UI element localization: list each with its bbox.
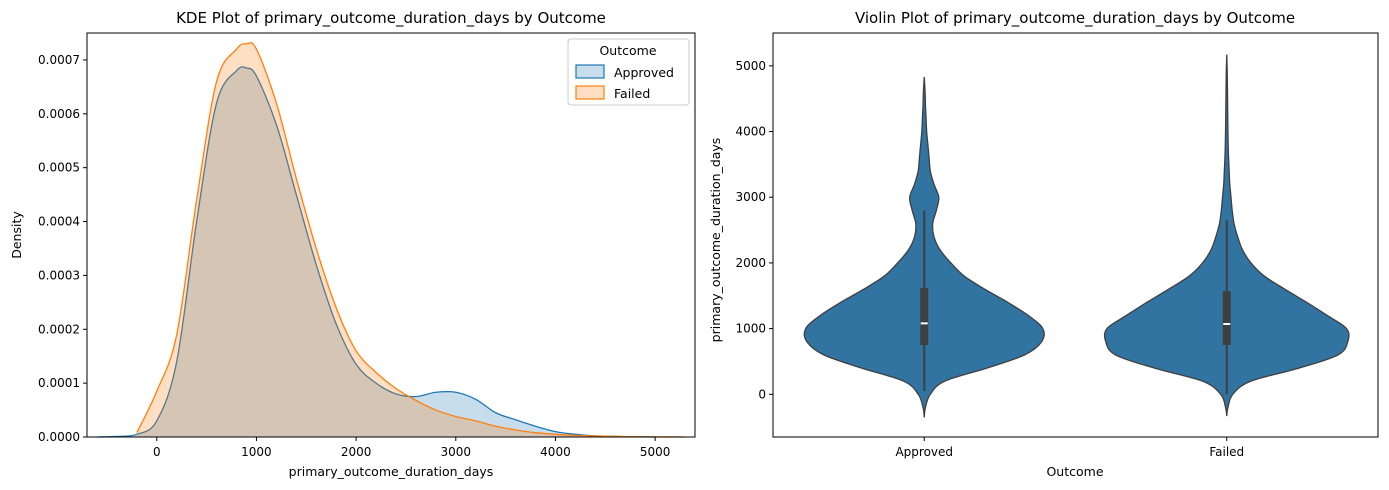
kde-line-failed [136, 42, 686, 438]
kde-y-ticks: 0.0000 0.0001 0.0002 0.0003 0.0004 0.0005 0.00… [38, 53, 87, 444]
violin-y-tick-label: 1000 [735, 322, 766, 336]
legend-swatch-failed [575, 85, 605, 100]
kde-y-tick-label: 0.0005 [38, 161, 80, 175]
violin-bodies [803, 54, 1350, 418]
kde-area-approved [96, 66, 656, 438]
legend-label-approved: Approved [614, 65, 674, 80]
violin-x-ticks: Approved Failed [895, 437, 1244, 459]
violin-axes-frame [772, 32, 1379, 438]
kde-x-tick-label: 3000 [441, 445, 472, 459]
kde-y-tick-label: 0.0004 [38, 215, 80, 229]
violin-y-tick-label: 5000 [735, 59, 766, 73]
violin-plot: Violin Plot of primary_outcome_duration_… [708, 9, 1379, 479]
kde-x-axis-label: primary_outcome_duration_days [289, 464, 494, 479]
violin-y-tick-label: 2000 [735, 256, 766, 270]
kde-x-tick-label: 0 [153, 445, 161, 459]
kde-axes-frame [86, 32, 696, 438]
kde-areas [96, 42, 686, 438]
violin-y-tick-label: 3000 [735, 190, 766, 204]
violin-y-tick-label: 0 [758, 387, 766, 401]
violin-x-axis-label: Outcome [1046, 464, 1103, 479]
violin-x-tick-label-approved: Approved [895, 445, 953, 459]
kde-y-tick-label: 0.0007 [38, 53, 80, 67]
kde-x-tick-label: 1000 [241, 445, 272, 459]
kde-y-tick-label: 0.0000 [38, 430, 80, 444]
kde-plot: KDE Plot of primary_outcome_duration_day… [9, 9, 696, 479]
kde-y-tick-label: 0.0003 [38, 268, 80, 282]
violin-y-tick-label: 4000 [735, 125, 766, 139]
violin-y-ticks: 0 1000 2000 3000 4000 5000 [735, 59, 773, 401]
kde-title: KDE Plot of primary_outcome_duration_day… [176, 9, 606, 28]
kde-y-tick-label: 0.0006 [38, 107, 80, 121]
kde-area-failed [136, 42, 686, 437]
violin-y-axis-label: primary_outcome_duration_days [708, 138, 723, 343]
violin-iqr-box-failed [1222, 291, 1231, 346]
legend-title: Outcome [599, 43, 656, 58]
kde-x-ticks: 0 1000 2000 3000 4000 5000 [153, 437, 670, 459]
kde-line-approved [96, 66, 656, 438]
kde-y-axis-label: Density [9, 211, 24, 259]
legend-frame [567, 38, 690, 106]
kde-x-tick-label: 5000 [640, 445, 671, 459]
kde-y-tick-label: 0.0001 [38, 376, 80, 390]
legend-swatch-approved [575, 64, 605, 79]
kde-y-tick-label: 0.0002 [38, 322, 80, 336]
violin-x-tick-label-failed: Failed [1209, 445, 1244, 459]
violin-title: Violin Plot of primary_outcome_duration_… [855, 9, 1295, 28]
kde-x-tick-label: 2000 [341, 445, 372, 459]
legend-label-failed: Failed [614, 86, 650, 101]
kde-x-tick-label: 4000 [540, 445, 571, 459]
violin-iqr-box-approved [920, 287, 929, 346]
kde-legend: Outcome Approved Failed [567, 38, 690, 106]
